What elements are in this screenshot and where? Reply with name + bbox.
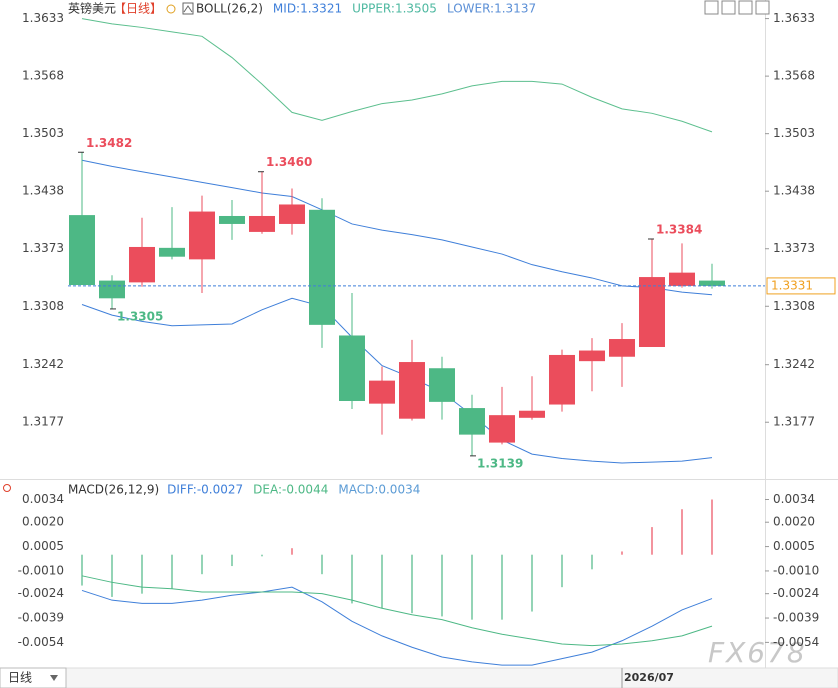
candle-body (429, 368, 455, 402)
control-button[interactable] (755, 0, 770, 15)
y-tick-label: 1.3308 (22, 299, 64, 313)
candle-body (159, 247, 185, 257)
indicator-line (81, 297, 713, 464)
y-tick-label: -0.0010 (18, 563, 64, 577)
window-controls (704, 0, 770, 15)
period-tab[interactable] (0, 667, 67, 688)
settings-icon[interactable] (166, 4, 176, 14)
y-tick-label-right: -0.0010 (773, 563, 819, 577)
candle-body (579, 350, 605, 362)
y-tick-label-right: 0.0034 (773, 492, 815, 506)
y-tick-label: -0.0039 (18, 611, 64, 625)
indicator-line (81, 18, 713, 133)
y-tick-label: 1.3568 (22, 69, 64, 83)
macd-icon[interactable] (3, 484, 11, 492)
candle-body (129, 246, 155, 283)
y-tick-label: 1.3633 (22, 11, 64, 25)
y-tick-label: 1.3438 (22, 184, 64, 198)
last-price-label: 1.3331 (771, 278, 813, 292)
indicator-line (81, 575, 713, 647)
period-tab-label: 日线 (8, 671, 32, 685)
y-tick-label: 1.3242 (22, 357, 64, 371)
candle-body (249, 215, 275, 232)
y-tick-label: 0.0020 (22, 515, 64, 529)
candle-body (519, 410, 545, 418)
indicator-icon-glyph (183, 5, 193, 13)
candle-body (699, 280, 725, 286)
watermark: FX678 (708, 636, 807, 669)
period-label: 【日线】 (114, 2, 162, 16)
y-tick-label-right: 1.3568 (773, 69, 815, 83)
date-bar (0, 667, 838, 688)
y-tick-label-right: 1.3242 (773, 357, 815, 371)
indicator-icon[interactable] (182, 2, 194, 15)
y-tick-label-right: 1.3177 (773, 415, 815, 429)
candle-body (459, 408, 485, 435)
candle-body (489, 415, 515, 443)
candle-body (609, 339, 635, 357)
indicator-line (81, 586, 713, 666)
candle-body (189, 211, 215, 260)
candle-body (339, 335, 365, 401)
y-tick-label-right: 1.3373 (773, 241, 815, 255)
y-tick-label: 0.0034 (22, 492, 64, 506)
legend-entry: DEA:-0.0044 (253, 483, 328, 497)
candle-body (369, 380, 395, 404)
legend-entry: DIFF:-0.0027 (167, 483, 243, 497)
chart-title: 英镑美元 (68, 1, 116, 16)
legend-entry: MACD:0.0034 (338, 483, 420, 497)
y-tick-label-right: 1.3438 (773, 184, 815, 198)
y-tick-label: -0.0024 (18, 586, 64, 600)
control-button[interactable] (704, 0, 719, 15)
high-label: 1.3482 (86, 136, 132, 150)
last-price-box (766, 277, 836, 295)
candle-body (669, 272, 695, 286)
y-tick-label-right: 1.3503 (773, 126, 815, 140)
candle-body (279, 204, 305, 224)
candle-body (399, 362, 425, 419)
control-button[interactable] (721, 0, 736, 15)
y-tick-label-right: -0.0024 (773, 586, 819, 600)
y-tick-label: 1.3373 (22, 241, 64, 255)
y-tick-label-right: -0.0039 (773, 611, 819, 625)
y-tick-label-right: -0.0054 (773, 635, 819, 649)
candle-body (309, 209, 335, 325)
legend-entry: UPPER:1.3505 (352, 2, 437, 16)
y-tick-label-right: 0.0020 (773, 515, 815, 529)
high-label: 1.3460 (266, 155, 312, 169)
candle-body (219, 215, 245, 224)
y-tick-label: 1.3177 (22, 415, 64, 429)
candle-body (639, 277, 665, 347)
y-tick-label: 1.3503 (22, 126, 64, 140)
legend-entry: MID:1.3321 (273, 2, 342, 16)
x-tick-label: 2026/07 (624, 671, 674, 684)
dropdown-arrow (50, 675, 58, 681)
y-tick-label-right: 1.3308 (773, 299, 815, 313)
control-button[interactable] (738, 0, 753, 15)
low-label: 1.3305 (117, 309, 163, 323)
candle-body (99, 280, 125, 299)
y-tick-label-right: 0.0005 (773, 539, 815, 553)
indicator-label: BOLL(26,2) (196, 2, 263, 16)
legend-entry: LOWER:1.3137 (447, 2, 536, 16)
candle-body (549, 354, 575, 405)
low-label: 1.3139 (477, 456, 523, 470)
y-tick-label: -0.0054 (18, 635, 64, 649)
indicator-line (81, 159, 713, 296)
high-label: 1.3384 (656, 223, 702, 237)
candle-body (69, 215, 95, 286)
macd-title: MACD(26,12,9) (68, 483, 159, 497)
y-tick-label: 0.0005 (22, 539, 64, 553)
y-tick-label-right: 1.3633 (773, 11, 815, 25)
